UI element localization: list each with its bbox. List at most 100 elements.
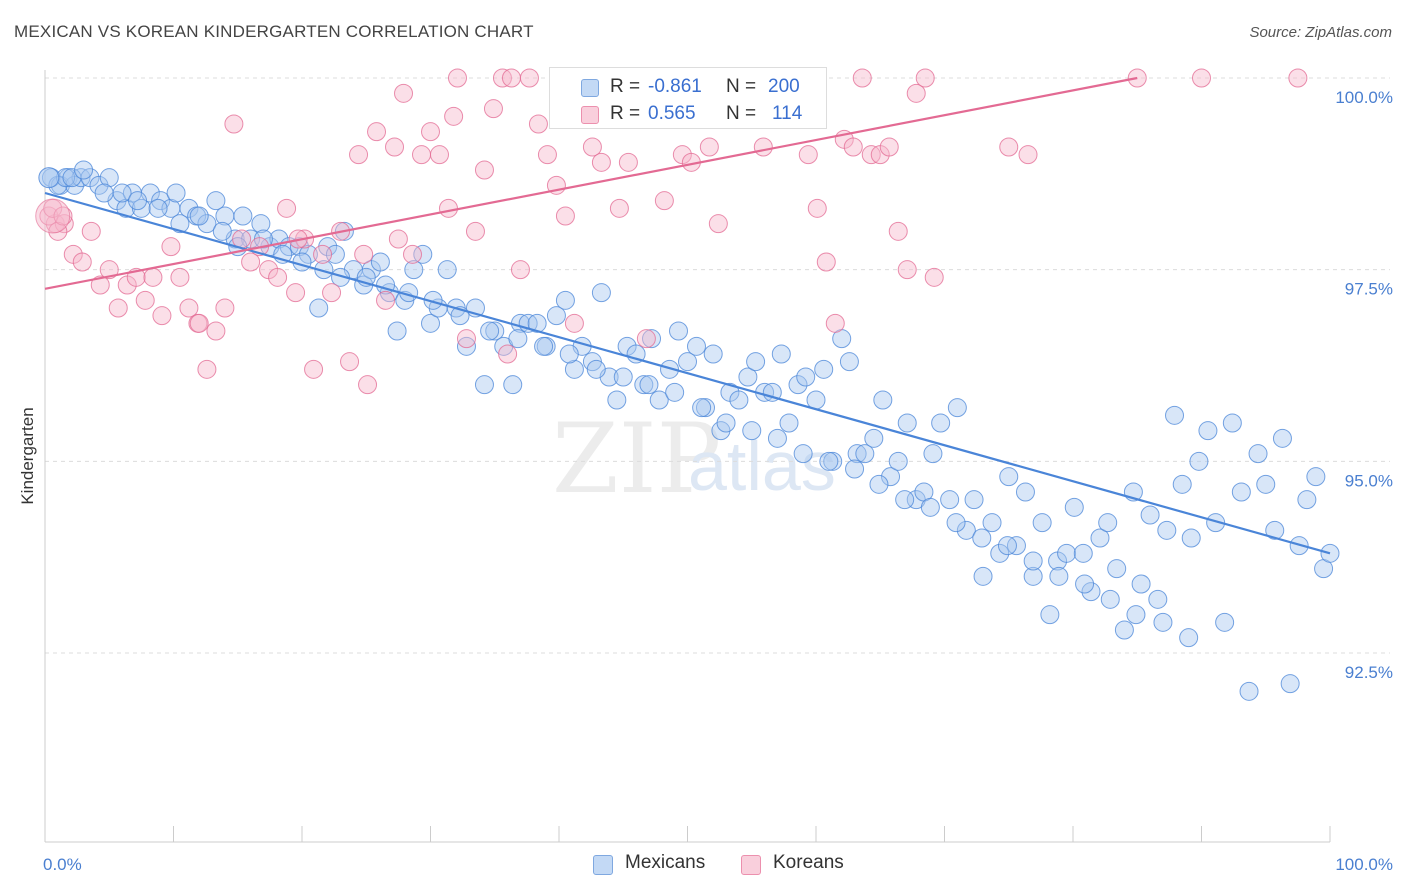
point-koreans <box>394 83 414 103</box>
source-label: Source: ZipAtlas.com <box>1249 24 1392 41</box>
watermark-atlas: atlas <box>688 427 836 505</box>
point-koreans <box>474 160 494 180</box>
x-tick-label-max: 100.0% <box>1335 855 1393 874</box>
point-mexicans <box>613 367 633 387</box>
point-koreans <box>152 306 172 326</box>
point-mexicans <box>413 244 433 264</box>
point-mexicans <box>1272 428 1292 448</box>
scatter-points <box>35 68 1340 701</box>
point-mexicans <box>387 321 407 341</box>
point-mexicans <box>94 183 114 203</box>
point-koreans <box>807 198 827 218</box>
watermark: ZIP atlas <box>552 403 836 515</box>
point-koreans <box>421 122 440 142</box>
point-mexicans <box>503 375 523 395</box>
point-mexicans <box>972 528 992 548</box>
point-mexicans <box>151 191 171 211</box>
point-mexicans <box>738 367 758 387</box>
point-koreans <box>699 137 719 157</box>
point-koreans <box>708 214 728 234</box>
point-koreans <box>510 260 530 280</box>
point-koreans <box>798 145 818 165</box>
point-mexicans <box>762 382 782 402</box>
point-mexicans <box>814 359 834 379</box>
point-mexicans <box>534 336 554 356</box>
point-koreans <box>501 68 521 88</box>
point-mexicans <box>788 375 808 395</box>
point-koreans <box>564 313 584 333</box>
bottom-legend-swatch-koreans <box>741 855 761 875</box>
point-mexicans <box>1032 513 1052 533</box>
point-mexicans <box>370 252 390 272</box>
point-koreans <box>304 359 324 379</box>
point-mexicans <box>421 313 440 333</box>
stats-legend: R = -0.861 N = 200 R = 0.565 N = 114 <box>549 67 827 129</box>
point-mexicans <box>1181 528 1201 548</box>
gridlines <box>45 77 1390 654</box>
point-koreans <box>609 198 629 218</box>
point-mexicans <box>555 290 575 310</box>
point-koreans <box>456 329 476 349</box>
point-koreans <box>825 313 845 333</box>
point-mexicans <box>437 260 457 280</box>
point-mexicans <box>62 168 82 188</box>
point-mexicans <box>686 336 706 356</box>
point-mexicans <box>746 352 766 372</box>
trend-line-koreans <box>44 76 1138 290</box>
legend-row-mexicans: R = -0.861 N = 200 <box>550 74 826 102</box>
point-mexicans <box>956 520 976 540</box>
point-mexicans <box>1189 451 1209 471</box>
point-mexicans <box>1114 620 1134 640</box>
point-mexicans <box>148 198 168 218</box>
point-mexicans <box>881 467 901 487</box>
point-koreans <box>340 352 360 372</box>
point-koreans <box>135 290 155 310</box>
point-mexicans <box>873 390 893 410</box>
point-mexicans <box>864 428 884 448</box>
point-mexicans <box>1153 612 1173 632</box>
point-mexicans <box>920 497 940 517</box>
point-koreans <box>438 198 458 218</box>
point-koreans <box>999 137 1019 157</box>
point-mexicans <box>1049 566 1069 586</box>
point-mexicans <box>1107 559 1127 579</box>
point-mexicans <box>1198 421 1218 441</box>
trend-line-mexicans <box>44 191 1331 555</box>
bottom-legend-label-koreans: Koreans <box>773 852 844 873</box>
point-mexicans <box>189 206 209 226</box>
point-mexicans <box>1231 482 1251 502</box>
point-mexicans <box>665 382 685 402</box>
point-mexicans <box>456 336 476 356</box>
legend-r-label: R = <box>610 76 641 97</box>
point-mexicans <box>166 183 186 203</box>
point-koreans <box>143 267 163 287</box>
point-koreans <box>224 114 244 134</box>
point-koreans <box>618 152 638 172</box>
point-mexicans <box>855 444 875 464</box>
point-mexicans <box>404 260 424 280</box>
point-koreans <box>412 145 432 165</box>
point-mexicans <box>298 244 318 264</box>
point-mexicans <box>997 536 1017 556</box>
point-koreans <box>403 244 423 264</box>
point-koreans <box>170 267 190 287</box>
watermark-zip: ZIP <box>552 403 721 515</box>
point-mexicans <box>1215 612 1235 632</box>
point-mexicans-edge <box>38 167 60 189</box>
point-mexicans <box>1073 543 1093 563</box>
point-mexicans <box>206 191 226 211</box>
point-mexicans <box>1148 589 1168 609</box>
point-koreans <box>753 137 773 157</box>
point-mexicans <box>660 359 680 379</box>
legend-n-value: 200 <box>768 76 800 97</box>
point-mexicans <box>767 428 787 448</box>
point-mexicans <box>170 214 190 234</box>
point-koreans <box>447 68 467 88</box>
point-mexicans <box>982 513 1002 533</box>
point-koreans <box>1018 145 1038 165</box>
point-mexicans <box>591 283 611 303</box>
point-mexicans <box>559 344 579 364</box>
point-koreans-large <box>35 198 71 234</box>
point-mexicans <box>128 191 148 211</box>
